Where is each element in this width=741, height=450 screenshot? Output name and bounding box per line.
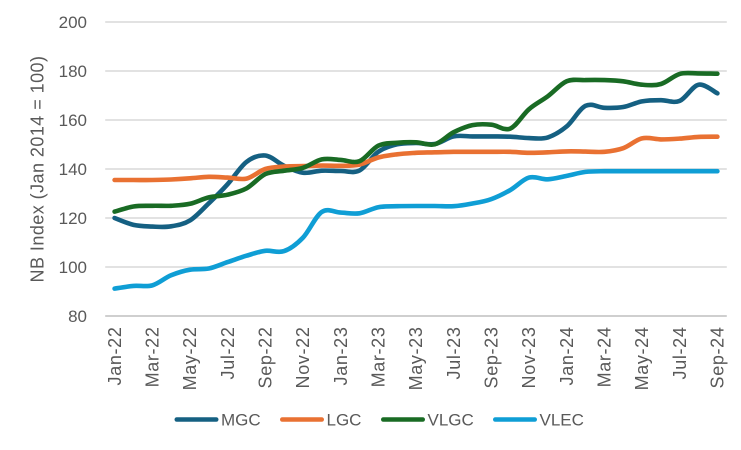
- svg-text:Jul-24: Jul-24: [670, 327, 690, 380]
- svg-text:140: 140: [59, 160, 87, 179]
- svg-text:MGC: MGC: [221, 411, 261, 430]
- svg-text:Jul-23: Jul-23: [444, 327, 464, 380]
- svg-text:80: 80: [68, 307, 87, 326]
- svg-text:Nov-22: Nov-22: [293, 327, 313, 389]
- svg-text:Nov-23: Nov-23: [519, 327, 539, 389]
- svg-text:200: 200: [59, 13, 87, 32]
- svg-text:May-23: May-23: [406, 327, 426, 391]
- svg-text:Mar-22: Mar-22: [143, 327, 163, 388]
- svg-text:May-24: May-24: [632, 327, 652, 391]
- svg-text:LGC: LGC: [327, 411, 362, 430]
- svg-text:Jul-22: Jul-22: [218, 327, 238, 380]
- svg-text:Jan-23: Jan-23: [331, 327, 351, 386]
- svg-text:Mar-24: Mar-24: [595, 327, 615, 388]
- svg-text:160: 160: [59, 111, 87, 130]
- svg-text:120: 120: [59, 209, 87, 228]
- svg-text:Mar-23: Mar-23: [369, 327, 389, 388]
- svg-text:180: 180: [59, 62, 87, 81]
- svg-text:100: 100: [59, 258, 87, 277]
- svg-text:Jan-24: Jan-24: [557, 327, 577, 386]
- svg-text:NB Index (Jan 2014 = 100): NB Index (Jan 2014 = 100): [27, 56, 47, 283]
- svg-text:Jan-22: Jan-22: [105, 327, 125, 386]
- svg-text:Sep-23: Sep-23: [482, 327, 502, 389]
- svg-text:May-22: May-22: [180, 327, 200, 391]
- svg-text:VLEC: VLEC: [540, 411, 584, 430]
- svg-text:VLGC: VLGC: [428, 411, 474, 430]
- svg-text:Sep-22: Sep-22: [256, 327, 276, 389]
- svg-text:Sep-24: Sep-24: [708, 327, 728, 389]
